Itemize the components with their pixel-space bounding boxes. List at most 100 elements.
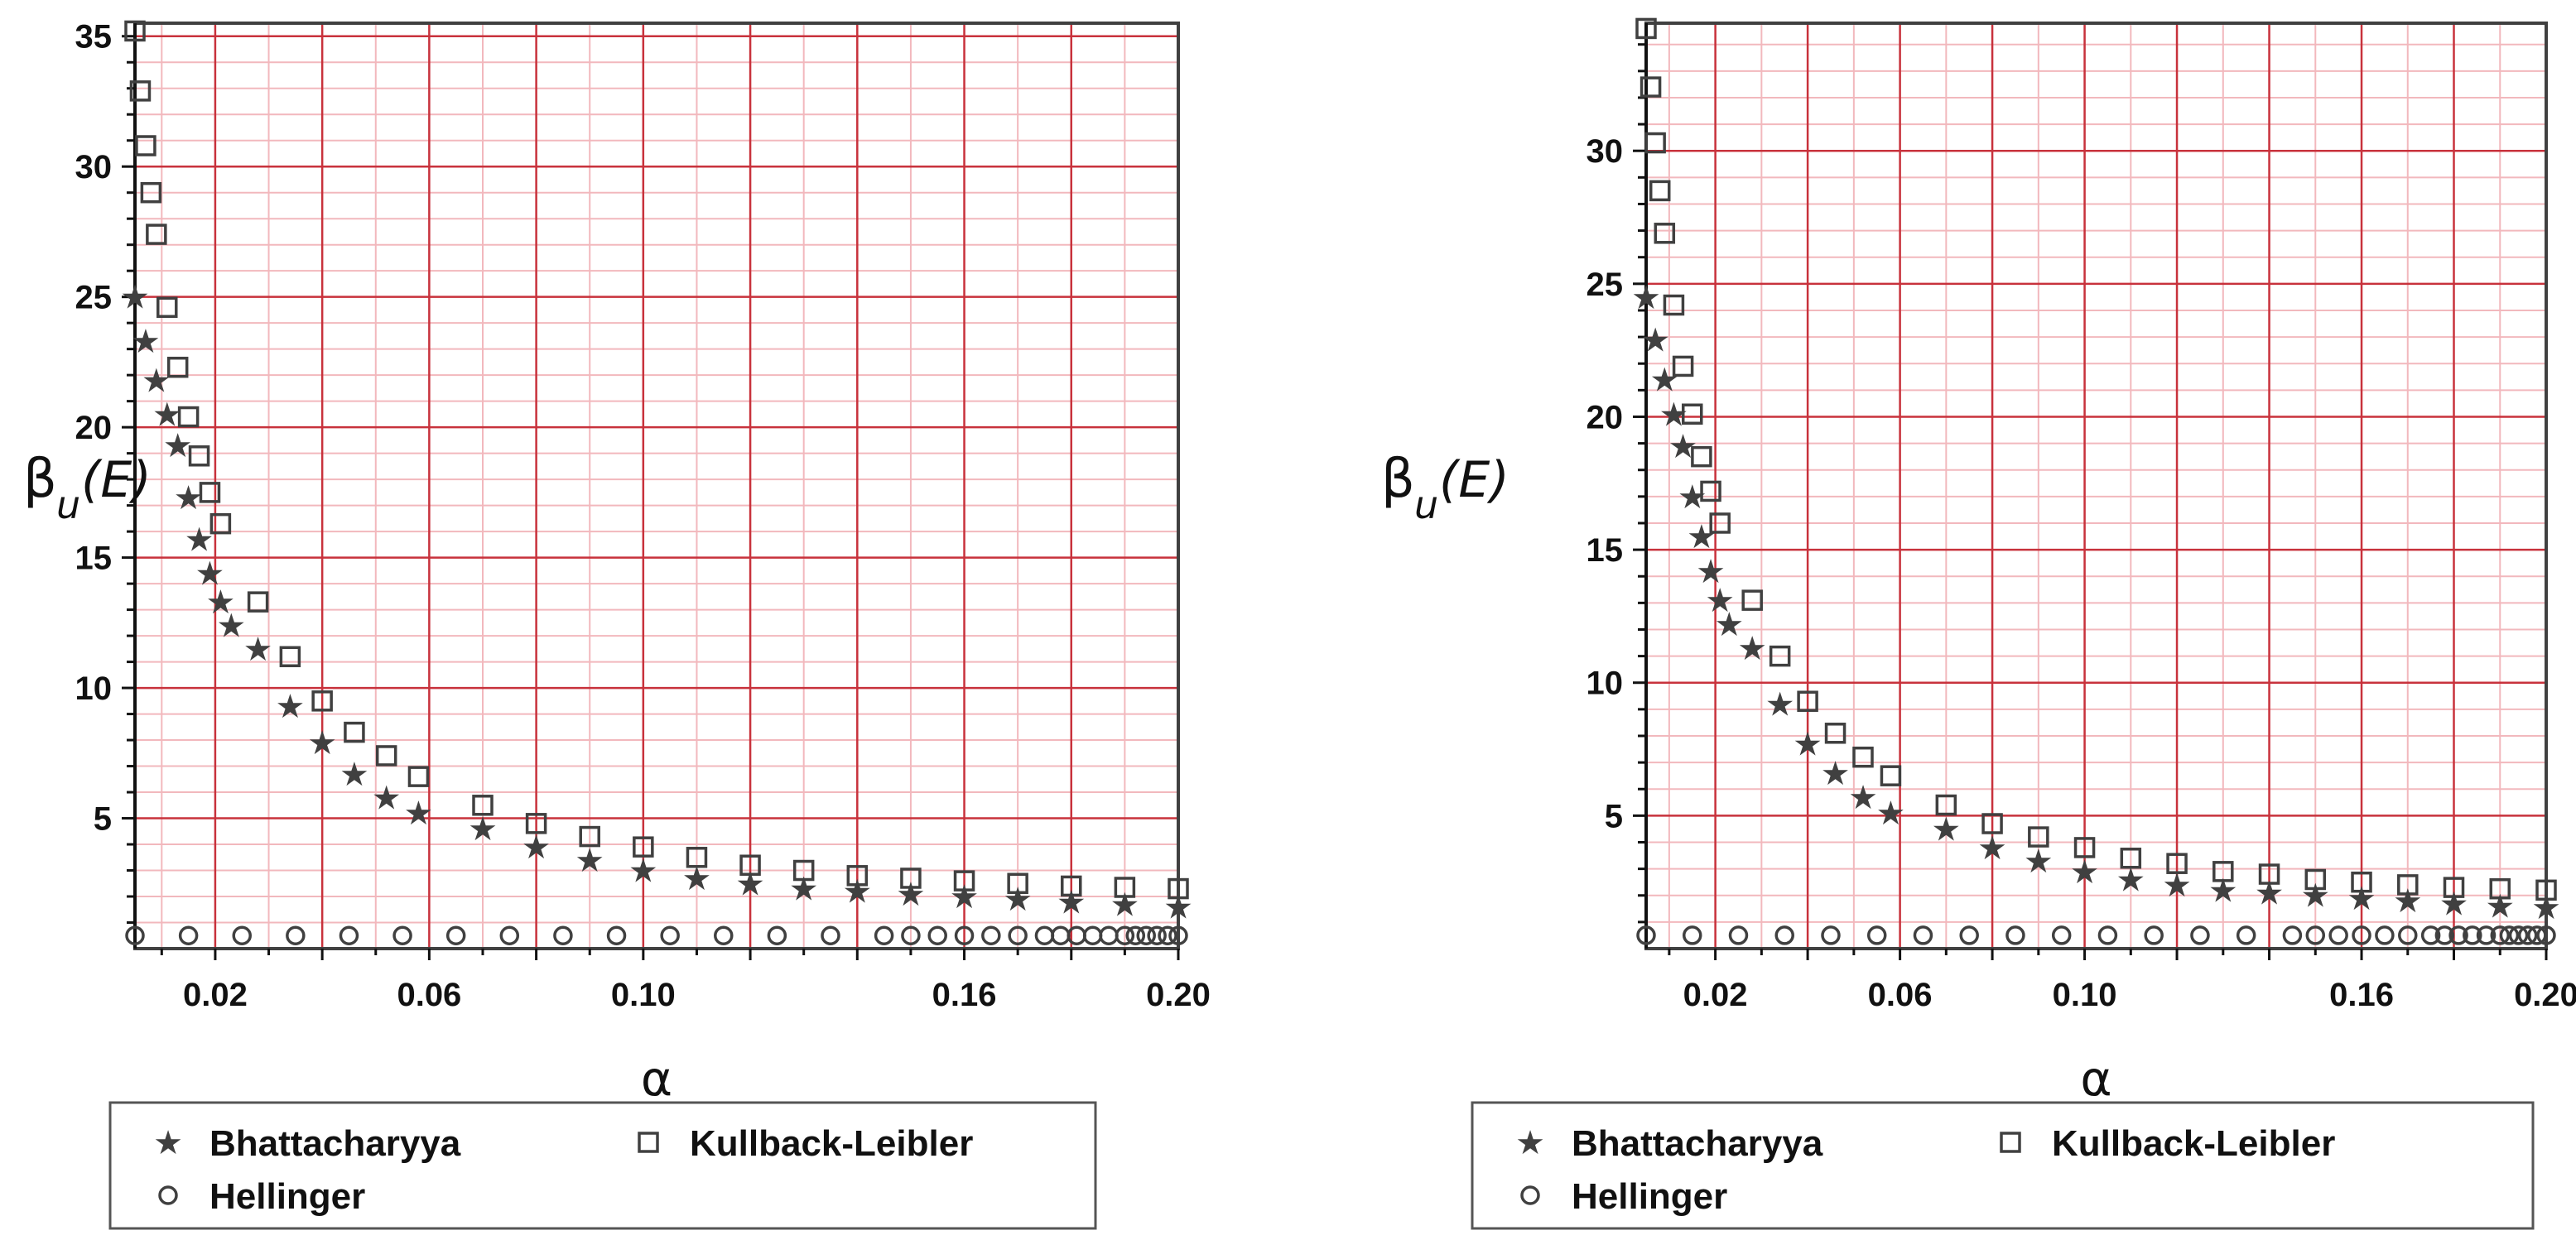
data-point-square — [1824, 723, 1847, 744]
data-point-star: ★ — [1848, 779, 1878, 817]
data-point-square — [1981, 813, 2003, 834]
data-point-circle — [767, 925, 787, 946]
x-axis-title: α — [2080, 1050, 2111, 1107]
y-tick-label: 5 — [94, 801, 112, 838]
data-point-square — [2304, 868, 2327, 891]
data-point-square — [2535, 879, 2557, 901]
data-point-circle — [2352, 925, 2371, 945]
data-point-circle — [392, 925, 412, 946]
y-tick-label: 10 — [1587, 666, 1624, 702]
y-axis-title-subscript: u — [1414, 483, 1438, 527]
data-point-star: ★ — [2024, 843, 2054, 881]
y-tick-label: 5 — [1605, 798, 1623, 834]
data-point-square — [1061, 875, 1082, 897]
data-point-star: ★ — [1821, 755, 1851, 793]
data-point-square — [2073, 837, 2096, 858]
data-point-square — [525, 813, 547, 834]
data-point-square — [633, 836, 654, 858]
data-point-circle — [125, 925, 145, 946]
legend-label: Kullback-Leibler — [690, 1123, 973, 1164]
data-point-square — [953, 870, 975, 892]
data-point-square — [1797, 690, 1818, 712]
y-tick-label: 25 — [1587, 267, 1624, 303]
series-hellinger — [125, 925, 1188, 946]
data-point-star: ★ — [1876, 795, 1906, 833]
data-point-circle — [1125, 925, 1146, 946]
legend: ★ Bhattacharyya Kullback-Leibler Hellinger — [1471, 1101, 2535, 1230]
data-point-square — [209, 512, 232, 535]
data-point-circle — [445, 925, 466, 946]
grid — [135, 23, 1180, 949]
data-point-square — [1741, 589, 1763, 611]
plot-area — [1646, 23, 2546, 949]
data-point-circle — [1147, 925, 1167, 946]
legend-marker-circle — [158, 1185, 178, 1205]
data-point-square — [146, 223, 167, 245]
data-point-square — [1769, 645, 1791, 667]
x-tick-label: 0.10 — [611, 977, 676, 1013]
data-point-circle — [499, 925, 520, 946]
x-tick-label: 0.06 — [397, 977, 461, 1013]
data-point-star: ★ — [1696, 553, 1726, 591]
data-point-square — [472, 795, 494, 816]
data-point-star: ★ — [205, 584, 235, 622]
data-point-square — [846, 865, 869, 887]
data-point-circle — [232, 925, 252, 946]
data-point-circle — [1168, 925, 1188, 946]
data-point-square — [792, 859, 815, 882]
data-point-square — [2166, 853, 2188, 874]
data-point-star: ★ — [628, 853, 658, 891]
data-point-square — [407, 766, 430, 787]
legend-marker-circle — [1520, 1185, 1540, 1205]
data-point-star: ★ — [372, 779, 402, 817]
data-point-circle — [1959, 925, 1979, 945]
y-tick-label: 20 — [1587, 399, 1624, 435]
data-point-square — [900, 868, 922, 889]
data-point-star: ★ — [185, 521, 214, 560]
data-point-star: ★ — [404, 795, 434, 833]
x-tick-label: 0.16 — [2329, 977, 2394, 1013]
data-point-square — [1709, 512, 1731, 534]
data-point-square — [1672, 355, 1694, 377]
data-point-star: ★ — [275, 688, 305, 726]
data-point-square — [129, 80, 152, 102]
data-point-star: ★ — [1977, 829, 2007, 868]
data-point-circle — [286, 925, 306, 946]
x-tick-label: 0.10 — [2053, 977, 2117, 1013]
data-point-circle — [954, 925, 975, 946]
data-point-square — [1644, 132, 1666, 154]
y-tick-label: 25 — [75, 280, 113, 316]
series-bhattacharyya: ★★★★★★★★★★★★★★★★★★★★★★★★★★★★★★ — [1631, 279, 2561, 927]
data-point-star: ★ — [142, 362, 171, 400]
y-axis-title-symbol: β — [1381, 449, 1415, 510]
data-point-square — [1635, 17, 1657, 40]
data-point-circle — [553, 925, 573, 946]
series-hellinger — [1636, 925, 2556, 945]
legend-box — [108, 1101, 1097, 1230]
data-point-star: ★ — [243, 631, 273, 669]
data-point-circle — [2420, 925, 2441, 945]
data-point-square — [2443, 877, 2465, 898]
data-point-square — [2120, 848, 2142, 869]
legend-label: Bhattacharyya — [209, 1123, 461, 1164]
legend-marker-star: ★ — [1515, 1124, 1545, 1162]
data-point-circle — [874, 925, 894, 946]
data-point-circle — [1636, 925, 1656, 945]
data-point-circle — [1774, 925, 1794, 945]
data-point-circle — [927, 925, 947, 946]
data-point-circle — [981, 925, 1001, 946]
data-point-star: ★ — [1765, 685, 1795, 723]
data-point-square — [2028, 826, 2049, 848]
data-point-star: ★ — [2070, 853, 2100, 892]
data-point-star: ★ — [1737, 630, 1767, 668]
data-point-square — [1691, 445, 1712, 468]
data-point-square — [2397, 874, 2419, 896]
legend-marker-square — [638, 1132, 659, 1153]
legend-label: Bhattacharyya — [1572, 1123, 1823, 1164]
data-point-circle — [2434, 925, 2455, 945]
x-tick-label: 0.16 — [932, 977, 997, 1013]
data-point-circle — [2517, 925, 2538, 945]
